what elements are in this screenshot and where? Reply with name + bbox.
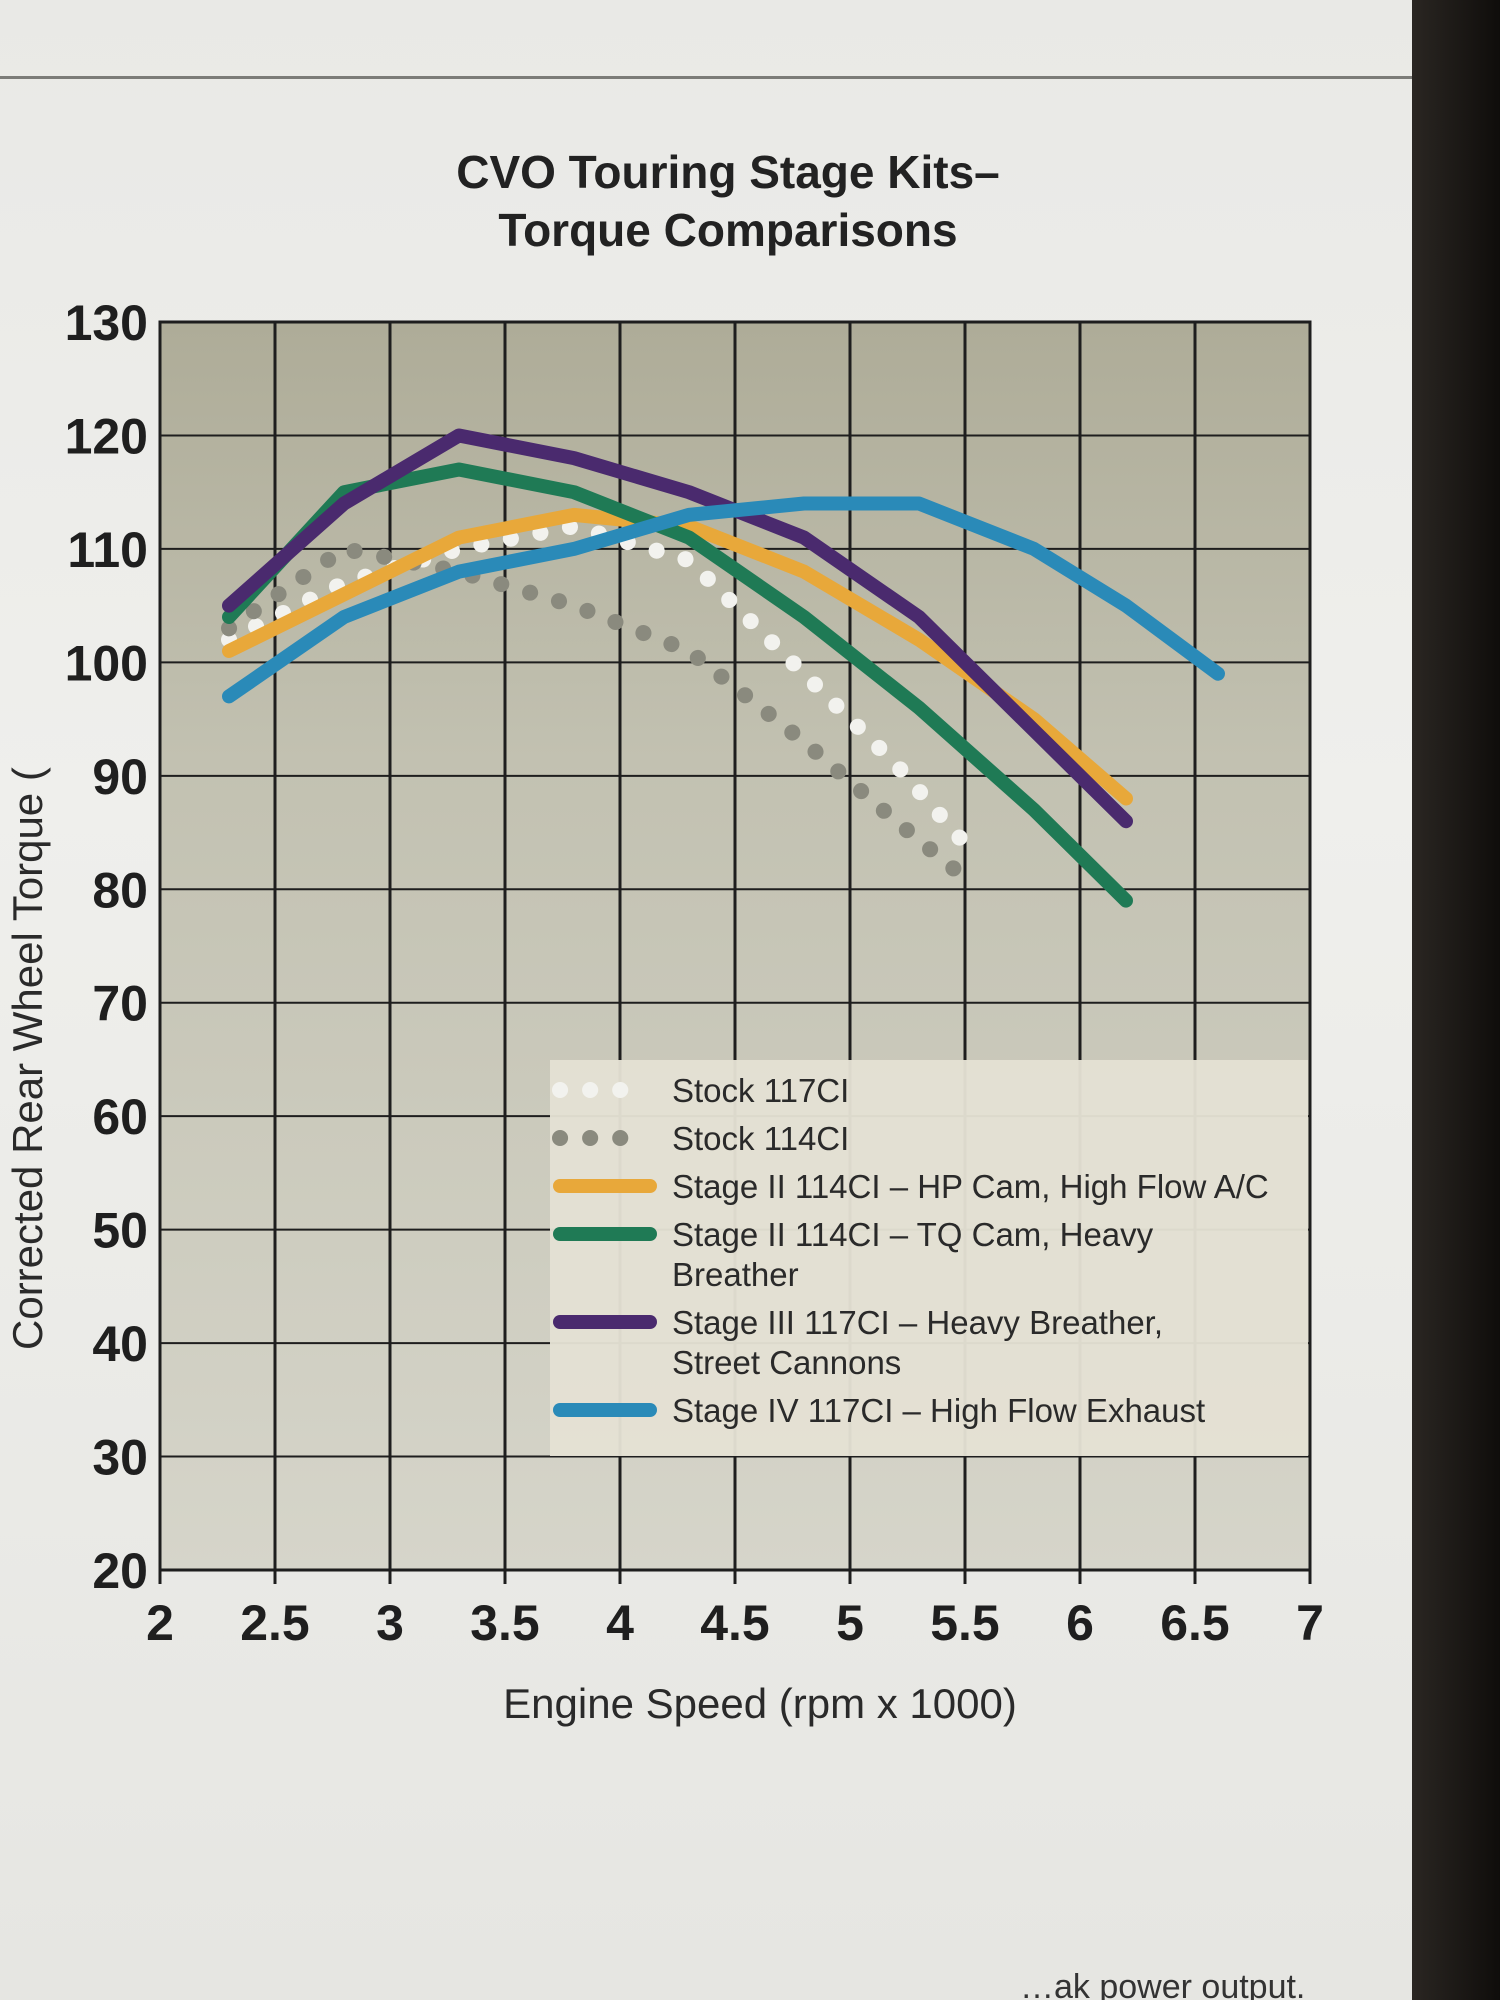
legend-entry-text: Stock 117CI [672,1072,849,1109]
y-tick-label: 130 [65,295,148,351]
legend-entry-text: Breather [672,1256,799,1293]
x-tick-label: 4.5 [700,1595,770,1651]
x-tick-label: 5 [836,1595,864,1651]
series-line [221,540,973,886]
x-tick-label: 3.5 [470,1595,540,1651]
monitor-bezel [1412,0,1500,2000]
legend-entry-text: Stock 114CI [672,1120,849,1157]
legend-entry-text: Stage III 117CI – Heavy Breather, [672,1304,1163,1341]
series-line [222,428,1133,829]
legend-entry-text: Stage II 114CI – HP Cam, High Flow A/C [672,1168,1269,1205]
chart-title-line-1: CVO Touring Stage Kits– [456,146,1000,198]
x-tick-label: 6.5 [1160,1595,1230,1651]
footer-text-fragment: …ak power output. [1020,1968,1305,2000]
data-series [221,428,1225,908]
series-line [222,496,1225,704]
y-tick-label: 20 [92,1543,148,1599]
y-tick-label: 100 [65,635,148,691]
x-tick-label: 3 [376,1595,404,1651]
x-axis-label: Engine Speed (rpm x 1000) [503,1680,1017,1727]
legend-entry-text: Stage IV 117CI – High Flow Exhaust [672,1392,1205,1429]
chart-title-line-2: Torque Comparisons [498,204,957,256]
legend-entry-text: Stage II 114CI – TQ Cam, Heavy [672,1216,1154,1253]
x-tick-label: 7 [1296,1595,1324,1651]
x-tick-label: 2.5 [240,1595,310,1651]
y-tick-label: 70 [92,976,148,1032]
y-tick-label: 120 [65,408,148,464]
x-tick-label: 4 [606,1595,634,1651]
x-tick-labels: 2 2.5 3 3.5 4 4.5 5 5.5 6 6.5 7 [146,1595,1324,1651]
y-tick-label: 50 [92,1203,148,1259]
y-tick-labels: 130 120 110 100 90 80 70 60 50 40 30 20 [65,295,148,1599]
legend-box [550,1060,1308,1456]
legend-entry-text: Street Cannons [672,1344,901,1381]
y-tick-label: 30 [92,1430,148,1486]
y-tick-label: 90 [92,749,148,805]
x-tick-label: 5.5 [930,1595,1000,1651]
page-rule [0,76,1412,79]
y-axis-label: Corrected Rear Wheel Torque ( [4,767,51,1350]
x-tick-label: 2 [146,1595,174,1651]
y-tick-label: 60 [92,1089,148,1145]
x-tick-label: 6 [1066,1595,1094,1651]
y-tick-label: 80 [92,862,148,918]
y-tick-label: 110 [67,522,148,578]
legend: Stock 117CI Stock 114CI Stage II 114CI – H… [550,1060,1308,1456]
y-tick-label: 40 [92,1316,148,1372]
